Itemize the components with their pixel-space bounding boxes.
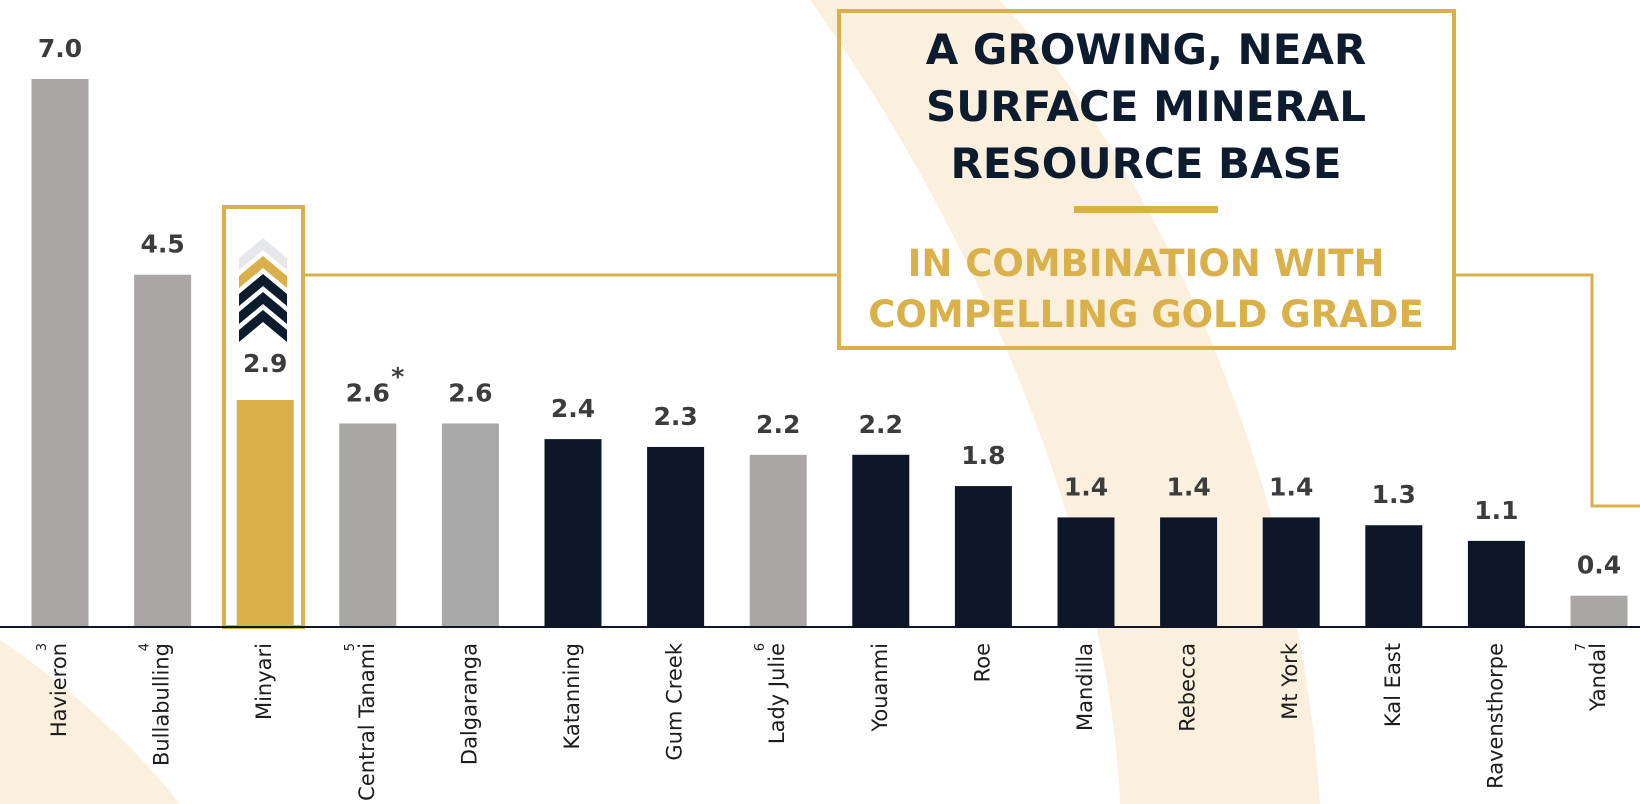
value-label: 0.4: [1577, 551, 1621, 580]
value-label: 2.2: [859, 410, 903, 439]
bar: [852, 454, 910, 627]
divider: [1074, 206, 1218, 213]
bar: [441, 423, 499, 627]
x-tick-label: Katanning: [560, 643, 584, 749]
bar: [1160, 517, 1218, 627]
subtitle-line: COMPELLING GOLD GRADE: [868, 293, 1423, 336]
value-label: 2.2: [756, 410, 800, 439]
bar: [647, 446, 705, 627]
subtitle-line: IN COMBINATION WITH: [908, 242, 1385, 285]
bar: [1365, 525, 1423, 627]
value-label: 2.6: [448, 378, 492, 407]
bar: [236, 399, 294, 627]
bar: [749, 454, 807, 627]
bar: [1467, 540, 1525, 627]
x-tick-label: Yandal: [1586, 643, 1610, 712]
bar: [31, 79, 89, 627]
x-tick-label: Minyari: [252, 643, 276, 720]
x-tick-label: Rebecca: [1176, 643, 1200, 732]
bar: [544, 439, 602, 627]
value-label: 1.4: [1064, 472, 1108, 501]
chevrons: [239, 238, 287, 342]
value-label: 1.4: [1269, 472, 1313, 501]
footnote-marker: 5: [343, 643, 358, 651]
x-tick-label: Dalgaranga: [457, 643, 481, 765]
footnote-marker: 6: [753, 643, 768, 651]
title-line: A GROWING, NEAR: [926, 25, 1367, 74]
x-tick-label: Lady Julie: [765, 643, 789, 744]
x-tick-label: Gum Creek: [663, 642, 687, 760]
bar: [1570, 595, 1628, 627]
x-tick-label: Ravensthorpe: [1483, 643, 1507, 789]
connector-line: [1454, 273, 1640, 508]
x-tick-label: Youanmi: [868, 643, 892, 733]
x-tick-label: Havieron: [47, 643, 71, 737]
footnote-marker: 3: [35, 643, 50, 651]
value-label: 7.0: [38, 34, 82, 63]
x-tick-label: Roe: [970, 643, 994, 682]
value-label: 2.3: [653, 402, 697, 431]
value-label: 2.9: [243, 349, 287, 378]
bar: [954, 486, 1012, 627]
x-tick-label: Mt York: [1278, 642, 1302, 720]
bar: [134, 274, 192, 627]
bar: [1057, 517, 1115, 627]
value-label: 2.4: [551, 394, 595, 423]
value-label: 1.4: [1166, 472, 1210, 501]
title-line: SURFACE MINERAL: [926, 82, 1366, 131]
value-label: 2.6: [346, 378, 390, 407]
background-swoosh: [0, 640, 180, 804]
value-label: 1.8: [961, 441, 1005, 470]
x-tick-label: Central Tanami: [355, 643, 379, 801]
x-tick-label: Kal East: [1381, 643, 1405, 727]
x-tick-label: Mandilla: [1073, 643, 1097, 731]
value-label: 1.3: [1372, 480, 1416, 509]
value-label: 4.5: [140, 230, 184, 259]
value-label: 1.1: [1474, 496, 1518, 525]
footnote-marker: 7: [1574, 643, 1589, 651]
footnote-marker: 4: [138, 643, 153, 651]
title-box: [837, 9, 1456, 350]
bar: [339, 423, 397, 627]
annotation: *: [391, 362, 404, 391]
title-line: RESOURCE BASE: [950, 139, 1341, 188]
bar: [1262, 517, 1320, 627]
x-tick-label: Bullabulling: [150, 643, 174, 766]
